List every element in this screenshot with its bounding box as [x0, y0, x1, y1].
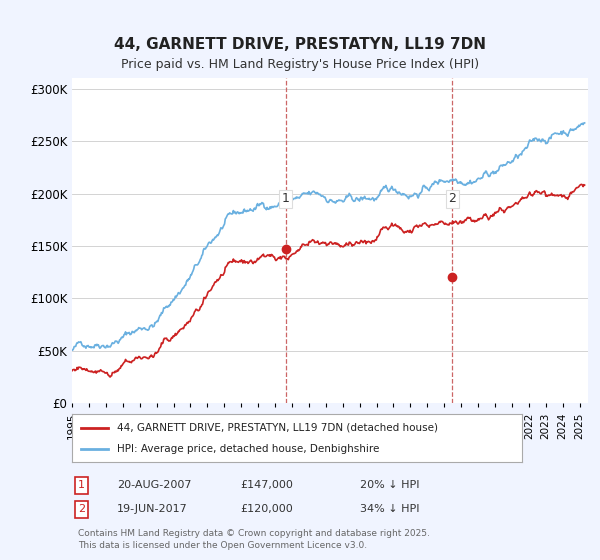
Text: 44, GARNETT DRIVE, PRESTATYN, LL19 7DN: 44, GARNETT DRIVE, PRESTATYN, LL19 7DN — [114, 38, 486, 52]
Text: 2: 2 — [78, 505, 85, 515]
Text: 1: 1 — [282, 193, 290, 206]
Text: 1: 1 — [78, 480, 85, 491]
Text: 19-JUN-2017: 19-JUN-2017 — [117, 505, 188, 515]
Text: HPI: Average price, detached house, Denbighshire: HPI: Average price, detached house, Denb… — [117, 444, 379, 454]
Text: £147,000: £147,000 — [240, 480, 293, 491]
Text: 20-AUG-2007: 20-AUG-2007 — [117, 480, 191, 491]
Text: 20% ↓ HPI: 20% ↓ HPI — [360, 480, 419, 491]
Text: 34% ↓ HPI: 34% ↓ HPI — [360, 505, 419, 515]
Text: 2: 2 — [448, 193, 456, 206]
Text: Price paid vs. HM Land Registry's House Price Index (HPI): Price paid vs. HM Land Registry's House … — [121, 58, 479, 71]
Text: £120,000: £120,000 — [240, 505, 293, 515]
Text: Contains HM Land Registry data © Crown copyright and database right 2025.
This d: Contains HM Land Registry data © Crown c… — [78, 529, 430, 550]
Text: 44, GARNETT DRIVE, PRESTATYN, LL19 7DN (detached house): 44, GARNETT DRIVE, PRESTATYN, LL19 7DN (… — [117, 423, 438, 433]
